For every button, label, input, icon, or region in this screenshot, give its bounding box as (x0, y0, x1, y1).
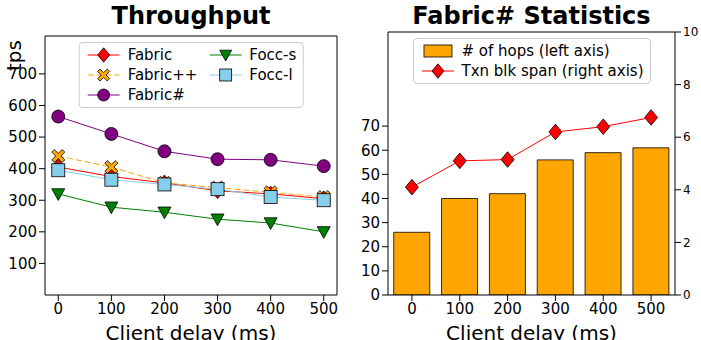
svg-text:20: 20 (361, 238, 380, 256)
svg-text:10: 10 (361, 262, 380, 280)
svg-text:100: 100 (8, 255, 37, 273)
svg-text:400: 400 (8, 160, 37, 178)
svg-text:4: 4 (683, 183, 691, 197)
svg-text:200: 200 (150, 300, 179, 318)
html-text:Fabric# Statistics: Fabric# Statistics (412, 2, 651, 30)
svg-text:10: 10 (683, 25, 693, 39)
html-text:Txn blk span (right axis): Txn blk span (right axis) (461, 62, 644, 80)
svg-text:60: 60 (361, 142, 380, 160)
html-text:Fabric++: Fabric++ (127, 66, 198, 84)
svg-text:0: 0 (370, 286, 380, 304)
svg-text:0: 0 (407, 300, 417, 318)
html-text:# of hops (left axis): # of hops (left axis) (461, 42, 610, 60)
svg-text:400: 400 (256, 300, 285, 318)
html-text:tps: tps (2, 40, 26, 71)
svg-text:2: 2 (683, 236, 691, 250)
svg-text:Client delay (ms): Client delay (ms) (446, 321, 617, 340)
svg-text:40: 40 (361, 190, 380, 208)
svg-text:500: 500 (637, 300, 666, 318)
svg-text:300: 300 (541, 300, 570, 318)
svg-text:8: 8 (683, 78, 691, 92)
svg-text:300: 300 (8, 192, 37, 210)
html-text:Fabric#: Fabric# (127, 86, 185, 104)
svg-text:600: 600 (8, 97, 37, 115)
svg-text:300: 300 (203, 300, 232, 318)
svg-text:200: 200 (493, 300, 522, 318)
html-text:Focc-l: Focc-l (249, 66, 293, 84)
svg-text:0: 0 (53, 300, 63, 318)
svg-text:200: 200 (8, 223, 37, 241)
html-text:Focc-s: Focc-s (249, 46, 297, 64)
svg-text:100: 100 (97, 300, 126, 318)
svg-text:30: 30 (361, 214, 380, 232)
svg-text:70: 70 (361, 117, 380, 135)
svg-text:500: 500 (309, 300, 338, 318)
svg-text:50: 50 (361, 166, 380, 184)
svg-text:700: 700 (8, 65, 37, 84)
svg-text:0: 0 (683, 288, 691, 302)
html-text:Throughput: Throughput (111, 2, 271, 30)
svg-text:100: 100 (445, 300, 474, 318)
svg-text:6: 6 (683, 130, 691, 144)
svg-text:400: 400 (589, 300, 618, 318)
svg-text:Client delay (ms): Client delay (ms) (106, 321, 277, 340)
svg-text:500: 500 (8, 128, 37, 146)
html-text:Fabric: Fabric (127, 46, 173, 64)
